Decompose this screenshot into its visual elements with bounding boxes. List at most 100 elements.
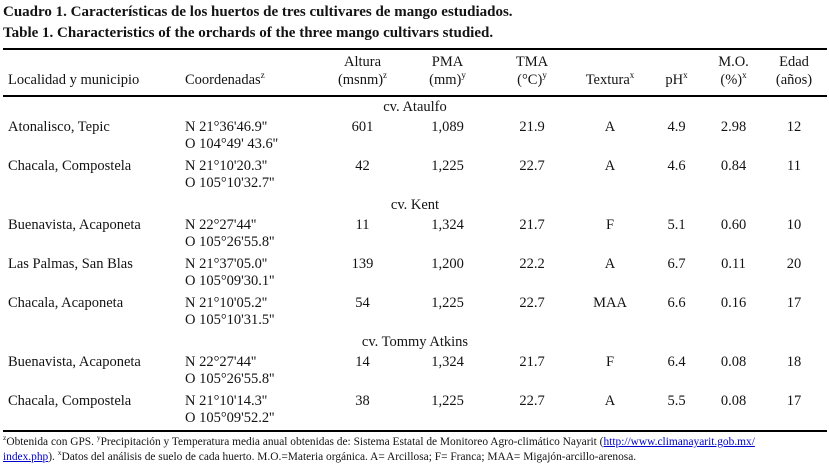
cell-edad: 18: [786, 354, 802, 370]
table-row: Atonalisco, Tepic N 21°36'46.9'' O 104°4…: [3, 117, 827, 156]
header-mo: M.O. (%)x: [706, 49, 761, 97]
table-row: Las Palmas, San Blas N 21°37'05.0'' O 10…: [3, 254, 827, 293]
coordinate-west: O 105°09'52.2'': [185, 410, 275, 426]
footnote: zObtenida con GPS. yPrecipitación y Temp…: [3, 433, 828, 464]
table-title-spanish: Cuadro 1. Características de los huertos…: [3, 4, 513, 20]
cell-coordenadas: N 22°27'44'' O 105°26'55.8'': [181, 215, 321, 254]
coordinate-north: N 21°10'20.3'': [185, 158, 268, 174]
cell-textura: A: [604, 158, 616, 174]
cell-textura: A: [604, 393, 616, 409]
coordinate-north: N 22°27'44'': [185, 217, 257, 233]
cell-localidad: Chacala, Compostela: [8, 158, 132, 174]
cell-mo: 0.08: [720, 354, 747, 370]
footnote-link-continued[interactable]: index.php: [3, 451, 49, 463]
footnote-sup-z: z: [3, 433, 7, 443]
header-coordenadas: Coordenadasz: [181, 49, 321, 97]
cell-altura: 54: [355, 295, 370, 311]
table-row: Chacala, Compostela N 21°10'20.3'' O 105…: [3, 156, 827, 195]
cell-ph: 6.6: [667, 295, 686, 311]
cell-pma: 1,225: [431, 393, 464, 409]
cell-localidad: Buenavista, Acaponeta: [8, 354, 141, 370]
cell-tma: 21.7: [519, 217, 545, 233]
cell-tma: 22.7: [519, 158, 545, 174]
cell-pma: 1,324: [431, 217, 464, 233]
cell-tma: 22.7: [519, 393, 545, 409]
header-altura: Altura (msnm)z: [321, 49, 404, 97]
header-localidad: Localidad y municipio: [3, 49, 181, 97]
header-ph: pHx: [647, 49, 706, 97]
cell-coordenadas: N 22°27'44'' O 105°26'55.8'': [181, 352, 321, 391]
cell-textura: F: [605, 354, 615, 370]
cell-altura: 14: [355, 354, 370, 370]
cell-ph: 5.5: [667, 393, 686, 409]
table-row: Chacala, Compostela N 21°10'14.3'' O 105…: [3, 391, 827, 431]
cell-localidad: Atonalisco, Tepic: [8, 119, 110, 135]
coordinate-north: N 22°27'44'': [185, 354, 257, 370]
table-caption: Cuadro 1. Características de los huertos…: [3, 2, 828, 44]
header-edad: Edad (años): [761, 49, 827, 97]
footnote-line-2: index.php). xDatos del análisis de suelo…: [3, 448, 637, 463]
coordinate-north: N 21°37'05.0'': [185, 256, 268, 272]
coordinate-west: O 105°26'55.8'': [185, 371, 275, 387]
cell-localidad: Las Palmas, San Blas: [8, 256, 133, 272]
cell-textura: MAA: [593, 295, 627, 311]
cell-edad: 11: [787, 158, 801, 174]
section-label: cv. Kent: [390, 197, 440, 213]
coordinate-west: O 105°10'32.7'': [185, 175, 275, 191]
header-row: Localidad y municipio Coordenadasz Altur…: [3, 49, 827, 97]
cell-mo: 0.16: [720, 295, 747, 311]
footnote-sup-y: y: [96, 433, 101, 443]
cell-tma: 21.9: [519, 119, 545, 135]
cell-altura: 139: [351, 256, 374, 272]
cell-edad: 17: [786, 295, 802, 311]
orchard-characteristics-table: Localidad y municipio Coordenadasz Altur…: [3, 48, 827, 432]
section-label: cv. Ataulfo: [383, 99, 447, 115]
cell-ph: 6.4: [667, 354, 686, 370]
cell-altura: 601: [351, 119, 374, 135]
cell-pma: 1,200: [431, 256, 464, 272]
cell-mo: 2.98: [720, 119, 747, 135]
header-tma: TMA (°C)y: [491, 49, 573, 97]
cell-mo: 0.08: [720, 393, 747, 409]
cell-textura: F: [605, 217, 615, 233]
cell-altura: 42: [355, 158, 370, 174]
cell-coordenadas: N 21°10'20.3'' O 105°10'32.7'': [181, 156, 321, 195]
footnote-sup-x: x: [57, 448, 62, 458]
cell-mo: 0.11: [721, 256, 746, 272]
header-textura: Texturax: [573, 49, 647, 97]
cell-coordenadas: N 21°36'46.9'' O 104°49' 43.6'': [181, 117, 321, 156]
section-row-kent: cv. Kent: [3, 195, 827, 215]
section-label: cv. Tommy Atkins: [361, 334, 469, 350]
table-row: Chacala, Acaponeta N 21°10'05.2'' O 105°…: [3, 293, 827, 332]
coordinate-west: O 105°26'55.8'': [185, 234, 275, 250]
coordinate-north: N 21°10'05.2'': [185, 295, 268, 311]
cell-ph: 4.9: [667, 119, 686, 135]
cell-localidad: Buenavista, Acaponeta: [8, 217, 141, 233]
section-row-ataulfo: cv. Ataulfo: [3, 96, 827, 117]
cell-pma: 1,225: [431, 295, 464, 311]
table-title-english: Table 1. Characteristics of the orchards…: [3, 25, 494, 41]
cell-altura: 11: [355, 217, 370, 233]
footnote-line-1: zObtenida con GPS. yPrecipitación y Temp…: [3, 433, 755, 448]
cell-tma: 22.2: [519, 256, 545, 272]
cell-mo: 0.84: [720, 158, 747, 174]
cell-coordenadas: N 21°37'05.0'' O 105°09'30.1'': [181, 254, 321, 293]
cell-pma: 1,089: [431, 119, 464, 135]
coordinate-west: O 104°49' 43.6'': [185, 136, 278, 152]
cell-tma: 21.7: [519, 354, 545, 370]
coordinate-west: O 105°09'30.1'': [185, 273, 275, 289]
cell-ph: 4.6: [667, 158, 686, 174]
cell-tma: 22.7: [519, 295, 545, 311]
table-row: Buenavista, Acaponeta N 22°27'44'' O 105…: [3, 215, 827, 254]
header-pma: PMA (mm)y: [404, 49, 491, 97]
coordinate-north: N 21°10'14.3'': [185, 393, 268, 409]
cell-edad: 12: [786, 119, 802, 135]
cell-ph: 6.7: [667, 256, 686, 272]
footnote-link[interactable]: http://www.climanayarit.gob.mx/: [603, 436, 755, 448]
section-row-tommy-atkins: cv. Tommy Atkins: [3, 332, 827, 352]
cell-textura: A: [604, 119, 616, 135]
cell-altura: 38: [355, 393, 370, 409]
cell-edad: 17: [786, 393, 802, 409]
cell-localidad: Chacala, Acaponeta: [8, 295, 124, 311]
